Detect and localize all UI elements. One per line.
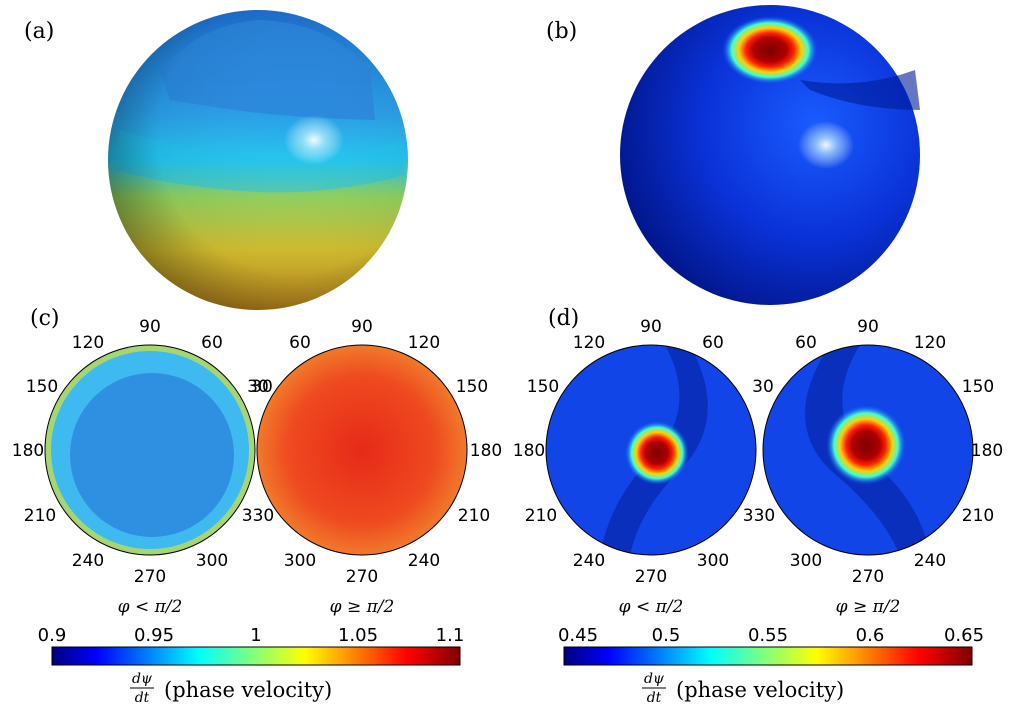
angle-label: 150 — [527, 377, 559, 397]
angle-label: 90 — [857, 317, 879, 337]
angle-label: 90 — [139, 317, 161, 337]
colorbar-tick: 0.55 — [748, 625, 788, 646]
angle-label: 240 — [914, 551, 946, 571]
angle-label: 270 — [635, 567, 667, 587]
polar-disc-d-right — [762, 344, 974, 556]
angle-label: 120 — [914, 333, 946, 353]
colorbar-label-text: (phase velocity) — [676, 678, 844, 702]
angle-label: 270 — [346, 567, 378, 587]
sphere-a-shade — [108, 10, 408, 310]
angle-label: 150 — [456, 377, 488, 397]
colorbar-tick: 1.1 — [436, 625, 465, 646]
angle-label: 30 — [752, 377, 774, 397]
polar-disc-c-left-core — [70, 373, 234, 537]
colorbar-tick: 0.9 — [38, 625, 67, 646]
colorbar-tick: 0.95 — [134, 625, 174, 646]
angle-label: 300 — [196, 551, 228, 571]
angle-label: 270 — [134, 567, 166, 587]
panel-a: (a) — [24, 10, 408, 310]
sphere-b-dark-region — [800, 70, 920, 110]
angle-label: 90 — [351, 317, 373, 337]
colorbar-label-text: (phase velocity) — [164, 678, 332, 702]
angle-label: 60 — [201, 333, 223, 353]
colorbar-tick: 1 — [250, 625, 261, 646]
caption-c-left: φ < π/2 — [118, 597, 183, 617]
panel-label-a: (a) — [24, 19, 54, 44]
angle-label: 30 — [247, 377, 269, 397]
angle-label: 210 — [525, 506, 557, 526]
caption-c-right: φ ≥ π/2 — [330, 597, 395, 617]
angle-label: 240 — [72, 551, 104, 571]
angle-label: 300 — [697, 551, 729, 571]
sphere-b-hotspot — [722, 16, 818, 84]
angle-label: 330 — [743, 506, 775, 526]
panel-b: (b) — [546, 5, 920, 305]
colorbar-left: 0.9 0.95 1 1.05 1.1 dψ dt (phase velocit… — [38, 625, 465, 706]
angle-label: 120 — [408, 333, 440, 353]
angle-label: 180 — [470, 441, 502, 461]
panel-label-d: (d) — [548, 306, 579, 331]
colorbar-tick: 0.6 — [856, 625, 885, 646]
angle-label: 60 — [702, 333, 724, 353]
colorbar-left-bar — [51, 646, 461, 666]
angle-label: 270 — [852, 567, 884, 587]
angle-label: 90 — [640, 317, 662, 337]
angle-label: 120 — [573, 333, 605, 353]
colorbar-label-den: dt — [135, 690, 150, 706]
sphere-a-highlight — [284, 115, 344, 165]
angle-label: 300 — [284, 551, 316, 571]
angle-label: 180 — [513, 441, 545, 461]
angle-label: 120 — [72, 333, 104, 353]
angle-label: 60 — [289, 333, 311, 353]
panel-d: (d) — [545, 306, 974, 556]
panel-c: (c) — [30, 306, 468, 556]
angle-label: 60 — [795, 333, 817, 353]
panel-label-c: (c) — [30, 306, 60, 331]
angle-label: 210 — [458, 506, 490, 526]
colorbar-tick: 0.45 — [558, 625, 598, 646]
sphere-b — [620, 5, 920, 305]
sphere-b-highlight — [798, 121, 854, 169]
colorbar-label-den: dt — [647, 690, 662, 706]
angle-label: 240 — [408, 551, 440, 571]
angle-label: 150 — [962, 377, 994, 397]
caption-d-right: φ ≥ π/2 — [836, 597, 901, 617]
colorbar-tick: 1.05 — [338, 625, 378, 646]
angle-label: 180 — [12, 441, 44, 461]
angle-label: 300 — [790, 551, 822, 571]
colorbar-tick: 0.65 — [944, 625, 984, 646]
colorbar-right: 0.45 0.5 0.55 0.6 0.65 dψ dt (phase velo… — [558, 625, 984, 706]
colorbar-label-num: dψ — [132, 671, 153, 687]
angle-label: 150 — [26, 377, 58, 397]
angle-label: 330 — [242, 506, 274, 526]
angle-label: 180 — [971, 441, 1003, 461]
angle-label: 210 — [24, 506, 56, 526]
polar-disc-d-left — [545, 344, 757, 556]
polar-angle-labels: 90 60 120 30 150 180 210 330 240 300 270… — [12, 317, 1003, 587]
polar-disc-c-right — [256, 344, 468, 556]
caption-d-left: φ < π/2 — [619, 597, 684, 617]
angle-label: 30 — [251, 377, 273, 397]
colorbar-right-bar — [563, 646, 973, 666]
angle-label: 210 — [962, 506, 994, 526]
colorbar-label-num: dψ — [644, 671, 665, 687]
angle-label: 240 — [573, 551, 605, 571]
panel-label-b: (b) — [546, 19, 577, 44]
colorbar-tick: 0.5 — [652, 625, 681, 646]
